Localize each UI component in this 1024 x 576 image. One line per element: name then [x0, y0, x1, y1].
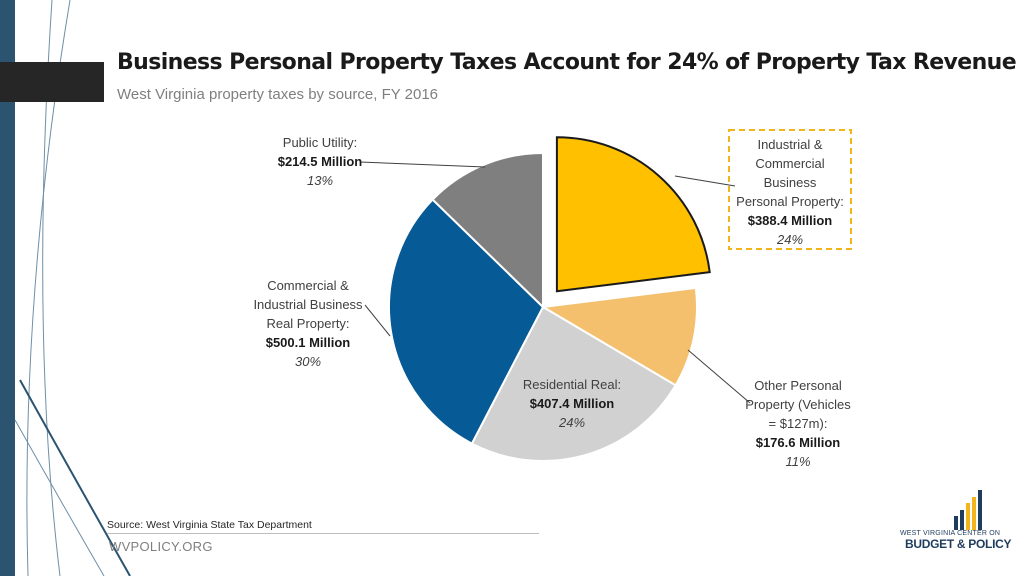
slide-title: Business Personal Property Taxes Account…	[117, 50, 1017, 75]
industrial-highlight-box	[728, 129, 852, 250]
left-accent-stripe	[0, 0, 15, 576]
logo-bars-icon	[954, 490, 982, 530]
label-residential-name: Residential Real:	[522, 377, 622, 392]
pie-slice-commercial	[388, 198, 545, 445]
leader-line-commercial	[364, 304, 391, 337]
source-divider	[107, 533, 539, 534]
pie-slice-other	[539, 286, 698, 387]
logo-line-1: WEST VIRGINIA CENTER ON	[900, 530, 1001, 537]
pie-slice-residential	[470, 305, 677, 462]
leader-line-other	[687, 349, 751, 404]
site-url: WVPOLICY.ORG	[109, 539, 213, 554]
label-utility-amount: $214.5 Million	[277, 154, 363, 169]
label-industrial-percent: 24%	[776, 232, 804, 247]
label-other-percent: 11%	[785, 454, 811, 469]
title-accent-tab	[0, 62, 104, 102]
label-commercial-name-3: Real Property:	[266, 316, 350, 331]
org-logo: WEST VIRGINIA CENTER ON BUDGET & POLICY	[900, 490, 1018, 552]
label-industrial-name-3: Business	[763, 175, 817, 190]
slide-subtitle: West Virginia property taxes by source, …	[117, 86, 438, 103]
label-commercial-name-2: Industrial Business	[253, 297, 363, 312]
label-industrial-name-4: Personal Property:	[736, 194, 844, 209]
label-utility-name: Public Utility:	[282, 135, 358, 150]
label-commercial: Commercial & Industrial Business Real Pr…	[236, 276, 380, 371]
leader-line-utility	[359, 161, 486, 168]
label-other-name-2: Property (Vehicles	[745, 397, 851, 412]
label-residential: Residential Real: $407.4 Million 24%	[502, 375, 642, 432]
label-utility-percent: 13%	[306, 173, 334, 188]
label-other-amount: $176.6 Million	[755, 435, 841, 450]
pie-slice-utility	[431, 151, 544, 310]
label-industrial-name-2: Commercial	[755, 156, 825, 171]
leader-line-industrial	[674, 175, 736, 187]
label-utility: Public Utility: $214.5 Million 13%	[255, 133, 385, 190]
source-note: Source: West Virginia State Tax Departme…	[107, 519, 312, 531]
label-industrial-amount: $388.4 Million	[747, 213, 833, 228]
label-other: Other Personal Property (Vehicles = $127…	[727, 376, 869, 471]
leader-lines	[359, 161, 751, 404]
label-residential-amount: $407.4 Million	[529, 396, 615, 411]
pie-slice-industrial	[555, 136, 711, 293]
label-other-name-1: Other Personal	[754, 378, 842, 393]
label-industrial: Industrial & Commercial Business Persona…	[729, 135, 851, 249]
logo-line-2: BUDGET & POLICY	[905, 537, 1012, 551]
label-other-name-3: = $127m):	[768, 416, 828, 431]
label-industrial-name-1: Industrial &	[757, 137, 823, 152]
label-commercial-amount: $500.1 Million	[265, 335, 351, 350]
label-residential-percent: 24%	[558, 415, 586, 430]
label-commercial-name-1: Commercial &	[267, 278, 349, 293]
label-commercial-percent: 30%	[294, 354, 322, 369]
